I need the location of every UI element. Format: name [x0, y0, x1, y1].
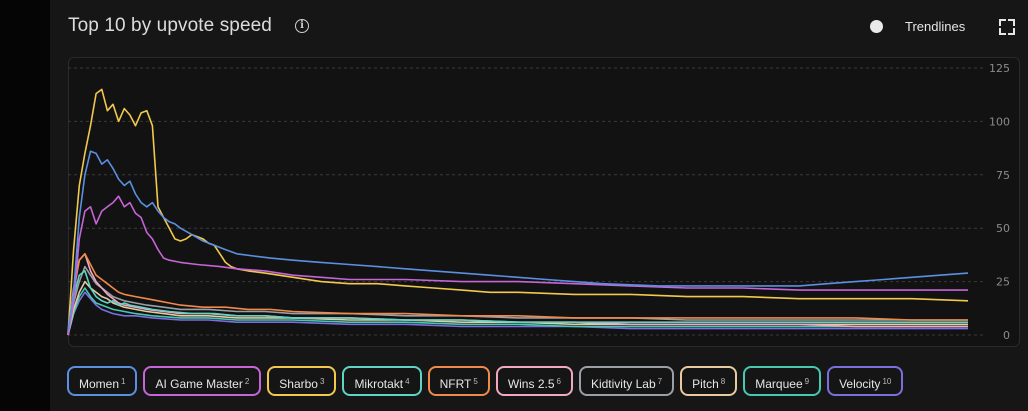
chart-title: Top 10 by upvote speed	[68, 15, 272, 36]
legend-item-label: NFRT	[439, 377, 472, 391]
legend-item-rank: 1	[121, 377, 126, 386]
legend-item-label: Velocity	[839, 377, 881, 391]
legend-item-kidtivity-lab[interactable]: Kidtivity Lab 7	[578, 366, 675, 396]
y-tick-label: 75	[996, 169, 1010, 182]
series-line-marquee[interactable]	[67, 287, 968, 336]
legend-item-rank: 6	[556, 377, 561, 386]
y-tick-label: 125	[989, 62, 1010, 75]
legend-item-rank: 3	[319, 377, 325, 386]
series-line-mikrotakt[interactable]	[67, 270, 968, 336]
legend-item-rank: 2	[244, 377, 250, 386]
trendlines-label[interactable]: Trendlines	[905, 19, 966, 34]
series-line-momen[interactable]	[67, 150, 969, 331]
y-tick-label: 50	[996, 222, 1010, 235]
y-tick-label: 0	[1003, 329, 1010, 342]
legend-item-rank: 10	[882, 377, 892, 386]
series-line-nfrt[interactable]	[67, 253, 968, 336]
legend-item-rank: 7	[657, 377, 663, 386]
legend-item-label: Mikrotakt	[354, 377, 404, 391]
series-line-sharbo[interactable]	[67, 88, 969, 336]
fullscreen-icon[interactable]	[999, 19, 1015, 35]
legend-item-pitch[interactable]: Pitch 8	[680, 366, 738, 396]
series-line-ai-game-master[interactable]	[67, 195, 968, 336]
y-tick-label: 100	[989, 115, 1010, 128]
legend-item-marquee[interactable]: Marquee 9	[743, 366, 822, 396]
legend-item-label: Kidtivity Lab	[590, 377, 656, 391]
legend-item-label: AI Game Master	[155, 377, 243, 391]
legend-item-velocity[interactable]: Velocity 10	[827, 366, 904, 396]
legend-item-label: Momen	[79, 377, 120, 391]
legend-item-ai-game-master[interactable]: AI Game Master 2	[143, 366, 262, 396]
y-tick-label: 25	[996, 276, 1010, 289]
legend-item-label: Wins 2.5	[507, 377, 555, 391]
legend-item-rank: 5	[473, 377, 478, 386]
legend-item-rank: 8	[720, 377, 726, 386]
trendlines-toggle[interactable]	[870, 20, 883, 33]
legend-item-label: Sharbo	[279, 377, 318, 391]
legend-item-label: Marquee	[755, 377, 803, 391]
legend-item-rank: 9	[804, 377, 810, 386]
legend-item-wins-2-5[interactable]: Wins 2.5 6	[495, 366, 573, 396]
legend-item-nfrt[interactable]: NFRT 5	[427, 366, 490, 396]
series-line-velocity[interactable]	[67, 291, 968, 336]
legend-item-label: Pitch	[692, 377, 719, 391]
left-sidebar	[0, 0, 50, 411]
series-line-kidtivity-lab[interactable]	[67, 265, 968, 336]
legend-item-sharbo[interactable]: Sharbo 3	[267, 366, 337, 396]
info-icon[interactable]: i	[295, 19, 309, 33]
legend-item-momen[interactable]: Momen 1	[67, 366, 138, 396]
line-chart: 0 25 50 75 100 125	[67, 62, 1010, 342]
chart-legend: Momen 1 AI Game Master 2 Sharbo 3 Mikrotakt 4 NF…	[67, 366, 909, 400]
legend-item-rank: 4	[405, 377, 410, 386]
legend-item-mikrotakt[interactable]: Mikrotakt 4	[342, 366, 422, 396]
